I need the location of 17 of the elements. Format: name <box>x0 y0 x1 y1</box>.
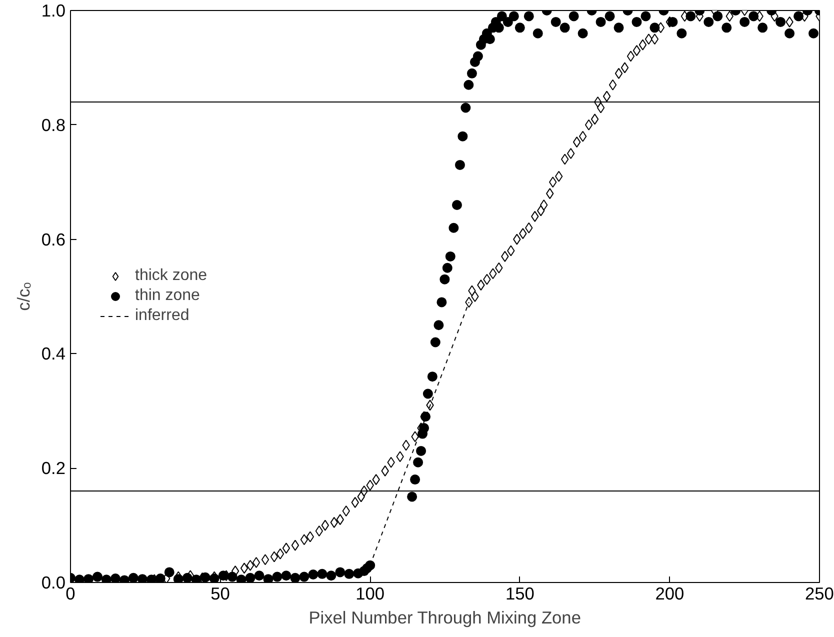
x-axis-title: Pixel Number Through Mixing Zone <box>308 608 581 628</box>
y-axis-title: c/cₒ <box>13 282 34 311</box>
x-tick-label: 100 <box>356 584 385 604</box>
y-tick-label: 0.0 <box>41 572 66 592</box>
y-tick-label: 1.0 <box>41 0 66 20</box>
x-tick-label: 150 <box>505 584 534 604</box>
y-tick-label: 0.2 <box>41 458 66 478</box>
x-tick-label: 250 <box>805 584 834 604</box>
y-tick-label: 0.4 <box>41 344 66 364</box>
x-tick-label: 0 <box>66 584 76 604</box>
x-tick-label: 50 <box>210 584 230 604</box>
y-tick-label: 0.6 <box>41 229 66 250</box>
legend-label: thin zone <box>135 287 200 305</box>
y-tick-label: 0.8 <box>41 114 66 135</box>
legend-label: thick zone <box>135 267 208 285</box>
legend-label: inferred <box>135 307 190 325</box>
x-tick-label: 200 <box>655 584 684 604</box>
